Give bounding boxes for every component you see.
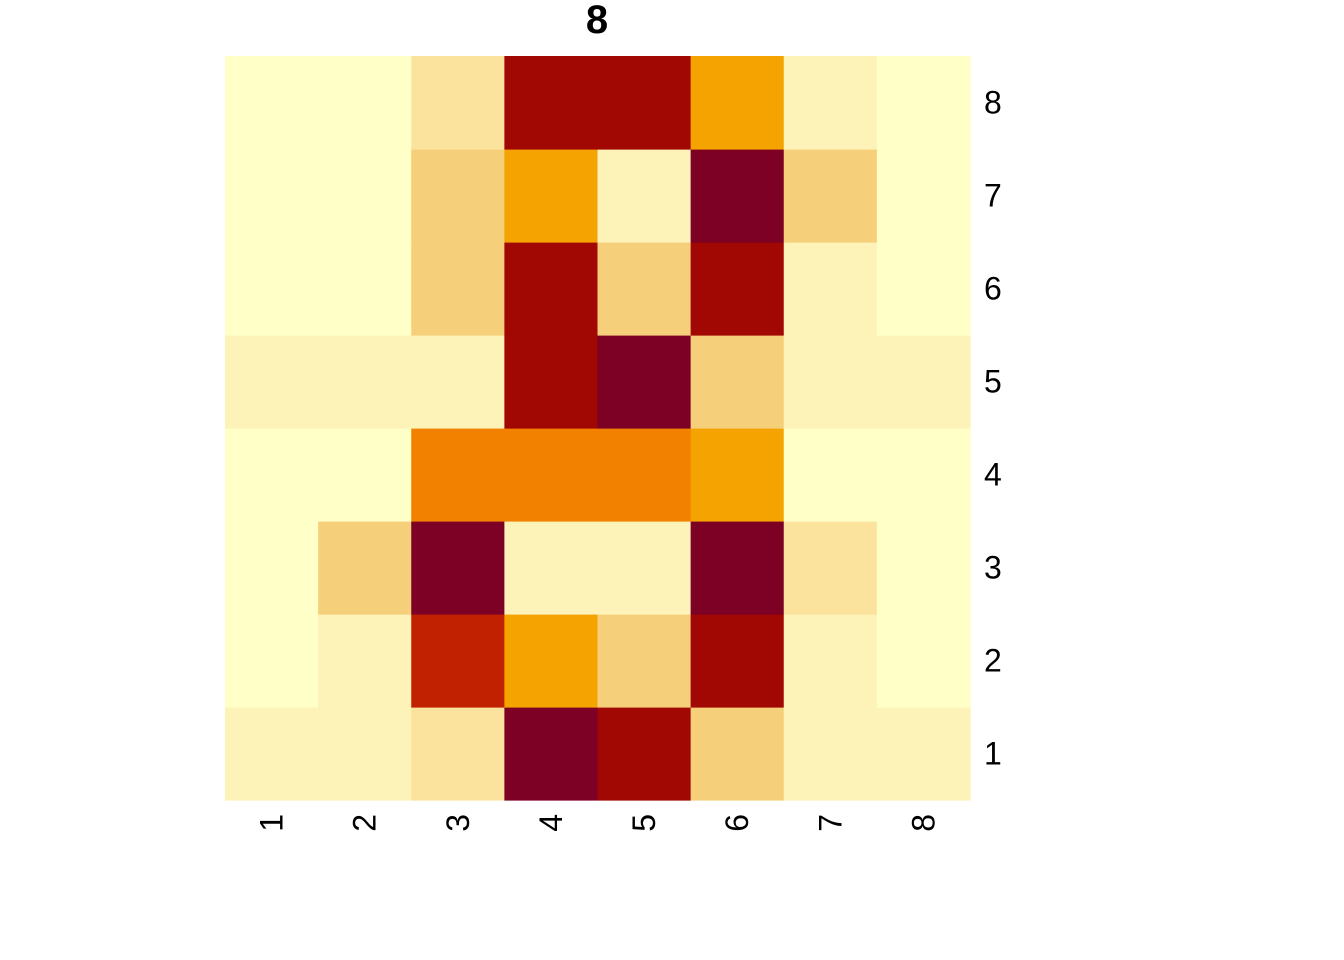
heatmap-cell [225,149,319,243]
y-tick-label: 4 [984,457,1002,493]
x-tick-label: 7 [812,814,848,832]
heatmap-cell [504,149,599,243]
y-axis-tick-labels: 1 2 3 4 5 6 7 8 [984,85,1002,772]
heatmap-cell [597,56,692,150]
heatmap-cells [225,56,971,801]
heatmap-cell [225,428,319,522]
heatmap-cell [597,149,692,243]
heatmap-cell [318,707,412,801]
heatmap-cell [690,56,785,150]
y-tick-label: 5 [984,364,1002,400]
x-tick-label: 5 [626,814,662,832]
heatmap-cell [504,614,599,708]
heatmap-cell [411,149,505,243]
heatmap-cell [783,614,878,708]
heatmap-cell [783,428,878,522]
heatmap-cell [318,614,412,708]
heatmap-cell [876,707,971,801]
heatmap-cell [597,242,692,336]
heatmap-cell [225,335,319,429]
heatmap-cell [597,614,692,708]
heatmap-cell [411,521,505,615]
y-tick-label: 1 [984,736,1002,772]
x-tick-label: 4 [533,814,569,832]
y-tick-label: 3 [984,550,1002,586]
heatmap-cell [876,614,971,708]
heatmap-cell [876,521,971,615]
chart-title: 8 [586,0,608,42]
x-tick-label: 6 [719,814,755,832]
heatmap-cell [318,335,412,429]
heatmap-cell [411,242,505,336]
y-tick-label: 6 [984,271,1002,307]
heatmap-cell [876,335,971,429]
heatmap-cell [876,149,971,243]
x-tick-label: 2 [347,814,383,832]
heatmap-cell [597,335,692,429]
heatmap-cell [690,149,785,243]
heatmap-cell [318,56,412,150]
x-tick-label: 1 [254,814,290,832]
x-tick-label: 3 [440,814,476,832]
heatmap-cell [318,521,412,615]
heatmap-cell [597,428,692,522]
heatmap-cell [411,707,505,801]
heatmap-cell [504,707,599,801]
heatmap-cell [690,335,785,429]
heatmap-cell [876,56,971,150]
heatmap-cell [225,614,319,708]
heatmap-cell [876,242,971,336]
heatmap-cell [690,521,785,615]
y-tick-label: 8 [984,85,1002,121]
heatmap-cell [783,56,878,150]
heatmap-cell [690,614,785,708]
heatmap-cell [411,335,505,429]
heatmap-cell [783,335,878,429]
heatmap-cell [783,521,878,615]
heatmap-cell [225,242,319,336]
heatmap-cell [783,149,878,243]
heatmap-cell [876,428,971,522]
heatmap-cell [411,614,505,708]
heatmap-cell [597,521,692,615]
heatmap-cell [411,56,505,150]
heatmap-cell [504,56,599,150]
heatmap-cell [225,521,319,615]
heatmap-cell [597,707,692,801]
heatmap-cell [318,428,412,522]
heatmap-cell [504,521,599,615]
heatmap-cell [318,149,412,243]
x-tick-label: 8 [905,814,941,832]
heatmap-cell [225,707,319,801]
heatmap-cell [411,428,505,522]
heatmap-cell [690,242,785,336]
heatmap-cell [504,428,599,522]
heatmap-cell [690,707,785,801]
y-tick-label: 7 [984,178,1002,214]
heatmap-cell [690,428,785,522]
y-tick-label: 2 [984,643,1002,679]
heatmap-cell [225,56,319,150]
heatmap-cell [783,242,878,336]
x-axis-tick-labels: 1 2 3 4 5 6 7 8 [254,814,942,832]
heatmap-cell [504,242,599,336]
heatmap-cell [318,242,412,336]
heatmap-cell [783,707,878,801]
heatmap-cell [504,335,599,429]
